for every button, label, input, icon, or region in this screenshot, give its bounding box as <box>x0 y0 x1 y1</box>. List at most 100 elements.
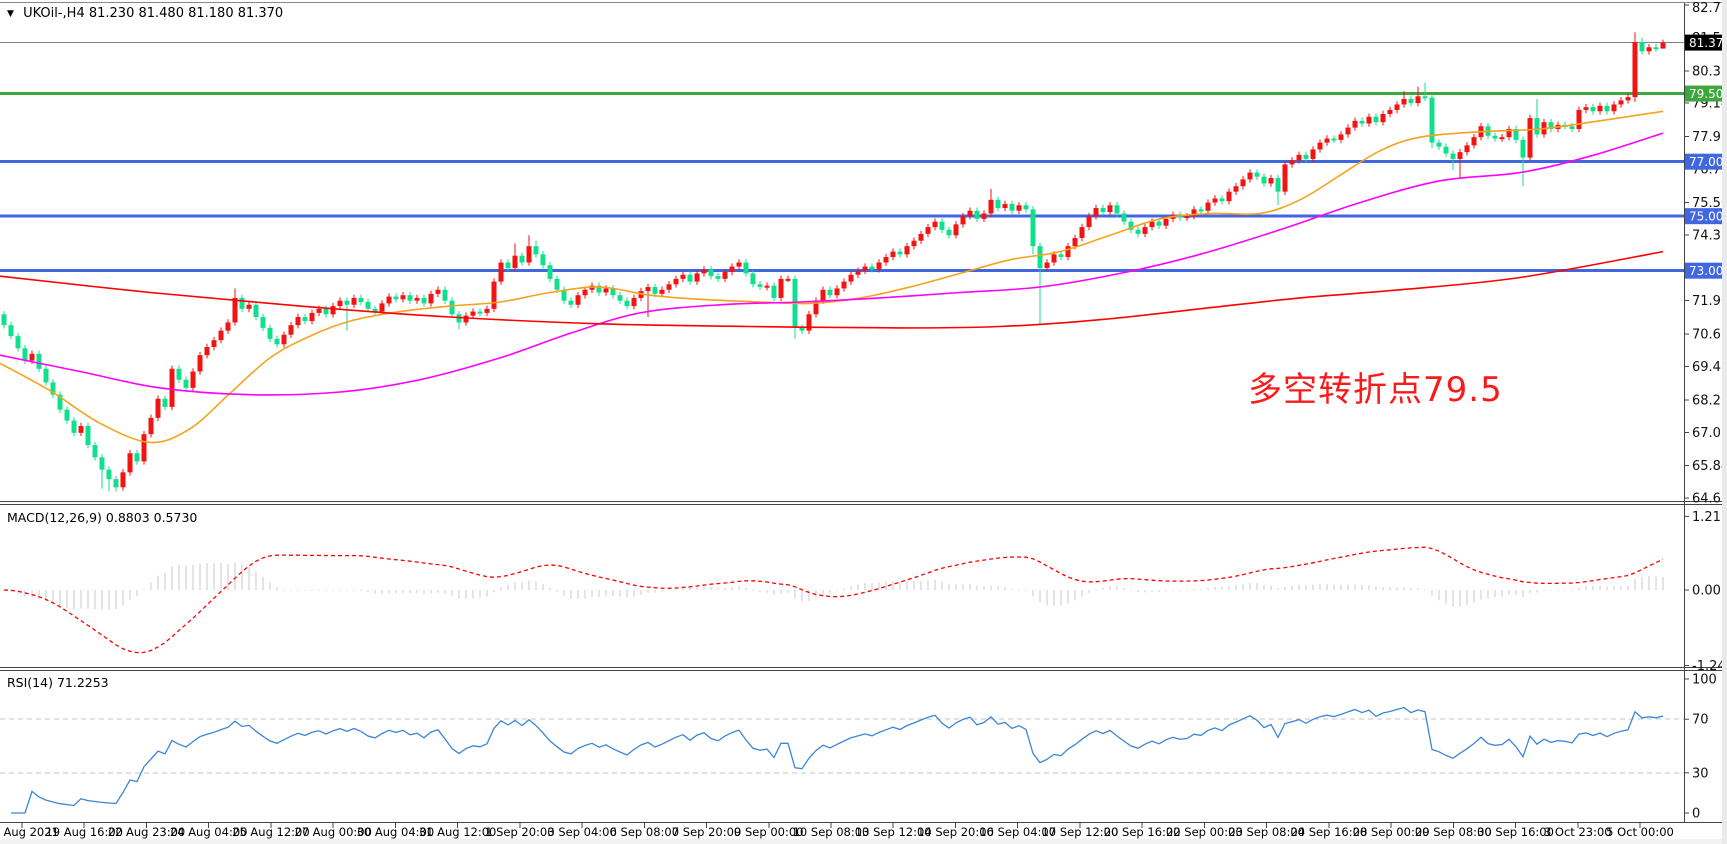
macd-histogram-bar <box>528 580 530 590</box>
macd-histogram-bar <box>738 586 740 590</box>
price-tag <box>1685 34 1727 51</box>
macd-histogram-bar <box>850 586 852 590</box>
macd-histogram-bar <box>1445 590 1447 604</box>
time-axis-label[interactable]: 27 Aug 00:00 <box>294 825 372 839</box>
price-axis-label: 71.900 <box>1692 294 1727 309</box>
price-axis-label: 80.335 <box>1692 64 1727 79</box>
macd-histogram-bar <box>59 590 61 606</box>
macd-histogram-bar <box>1389 587 1391 590</box>
price-axis-label: 75.505 <box>1692 196 1727 211</box>
macd-histogram-bar <box>1606 586 1608 590</box>
macd-histogram-bar <box>1431 590 1433 596</box>
time-axis-label[interactable]: 13 Sep 12:00 <box>855 825 932 839</box>
time-axis-label[interactable]: 29 Sep 08:00 <box>1415 825 1492 839</box>
macd-histogram-bar <box>626 590 628 598</box>
candle-body <box>939 221 945 230</box>
macd-histogram-bar <box>864 583 866 590</box>
candle-body <box>855 270 861 275</box>
macd-histogram-bar <box>1319 584 1321 590</box>
macd-histogram-bar <box>402 590 404 593</box>
time-axis-label[interactable]: 28 Sep 00:00 <box>1353 825 1430 839</box>
candle-body <box>1079 227 1085 238</box>
time-axis-label[interactable]: 6 Sep 08:00 <box>610 825 679 839</box>
candle-wick <box>101 454 103 489</box>
candle-body <box>1058 254 1064 258</box>
candle-body <box>743 262 749 274</box>
candle-body <box>876 262 882 270</box>
candle-body <box>484 308 490 313</box>
candle-body <box>1450 153 1456 159</box>
time-axis-label[interactable]: 14 Sep 20:00 <box>917 825 994 839</box>
macd-histogram-bar <box>906 581 908 590</box>
time-axis-label[interactable]: 24 Sep 16:00 <box>1290 825 1367 839</box>
time-axis-label[interactable]: 3 Sep 04:00 <box>547 825 616 839</box>
candle-body <box>1247 172 1253 180</box>
candle-body <box>827 289 833 296</box>
candle-body <box>449 300 455 315</box>
macd-histogram-bar <box>73 590 75 610</box>
candle-body <box>477 311 483 314</box>
time-axis-label[interactable]: 10 Sep 08:00 <box>793 825 870 839</box>
macd-histogram-bar <box>647 590 649 593</box>
candle-body <box>1121 213 1127 222</box>
candle-body <box>225 322 231 331</box>
candle-body <box>673 278 679 285</box>
time-axis-label[interactable]: 5 Oct 00:00 <box>1606 825 1674 839</box>
macd-histogram-bar <box>451 590 453 596</box>
candle-body <box>1653 47 1659 50</box>
time-axis-label[interactable]: 22 Aug 23:00 <box>108 825 186 839</box>
macd-histogram-bar <box>38 590 40 599</box>
candle-body <box>421 297 427 304</box>
candle-body <box>1065 246 1071 258</box>
time-axis-label[interactable]: 18 Aug 2021 <box>0 825 59 839</box>
macd-histogram-bar <box>717 587 719 590</box>
macd-histogram-bar <box>766 590 768 593</box>
time-axis-label[interactable]: 19 Aug 16:00 <box>45 825 123 839</box>
time-axis-label[interactable]: 25 Aug 12:00 <box>232 825 310 839</box>
time-axis-label[interactable]: 17 Sep 12:00 <box>1042 825 1119 839</box>
candle-body <box>323 308 329 315</box>
macd-histogram-bar <box>150 582 152 590</box>
macd-histogram-bar <box>248 566 250 590</box>
macd-histogram-bar <box>787 590 789 593</box>
macd-signal-line <box>3 546 1664 654</box>
time-axis-label[interactable]: 16 Sep 04:00 <box>979 825 1056 839</box>
macd-histogram-bar <box>1375 586 1377 590</box>
time-axis-label[interactable]: 23 Sep 08:00 <box>1228 825 1305 839</box>
time-axis-label[interactable]: 20 Sep 16:00 <box>1104 825 1181 839</box>
window-right-edge <box>1722 0 1727 844</box>
macd-histogram-bar <box>332 590 334 591</box>
candle-body <box>491 281 497 309</box>
time-axis-label[interactable]: 7 Sep 20:00 <box>672 825 741 839</box>
macd-histogram-bar <box>220 563 222 590</box>
candle-body <box>666 284 672 290</box>
macd-histogram-bar <box>1354 584 1356 590</box>
candle-body <box>197 355 203 372</box>
candle-body <box>1261 176 1267 184</box>
macd-histogram-bar <box>724 587 726 590</box>
macd-histogram-bar <box>479 590 481 598</box>
macd-histogram-bar <box>1662 576 1664 590</box>
time-axis-label[interactable]: 9 Sep 00:00 <box>734 825 803 839</box>
time-axis-label[interactable]: 1 Sep 20:00 <box>485 825 554 839</box>
macd-histogram-bar <box>1130 589 1132 591</box>
macd-histogram-bar <box>416 590 418 594</box>
time-axis-label[interactable]: 24 Aug 04:00 <box>170 825 248 839</box>
time-axis-label[interactable]: 30 Aug 04:00 <box>357 825 435 839</box>
time-axis-label[interactable]: 31 Aug 12:00 <box>419 825 497 839</box>
time-axis-label[interactable]: 3 Oct 23:00 <box>1544 825 1612 839</box>
candle-wick <box>1459 148 1461 179</box>
macd-histogram-bar <box>654 590 656 593</box>
candle-body <box>1583 107 1589 110</box>
macd-histogram-bar <box>1270 585 1272 590</box>
macd-histogram-bar <box>255 571 257 590</box>
symbol-dropdown-icon[interactable]: ▼ <box>7 9 14 19</box>
macd-histogram-bar <box>1585 586 1587 590</box>
macd-histogram-bar <box>675 588 677 590</box>
time-axis-label[interactable]: 30 Sep 16:00 <box>1477 825 1554 839</box>
time-axis-label[interactable]: 22 Sep 00:00 <box>1166 825 1243 839</box>
candle-body <box>1184 216 1190 219</box>
